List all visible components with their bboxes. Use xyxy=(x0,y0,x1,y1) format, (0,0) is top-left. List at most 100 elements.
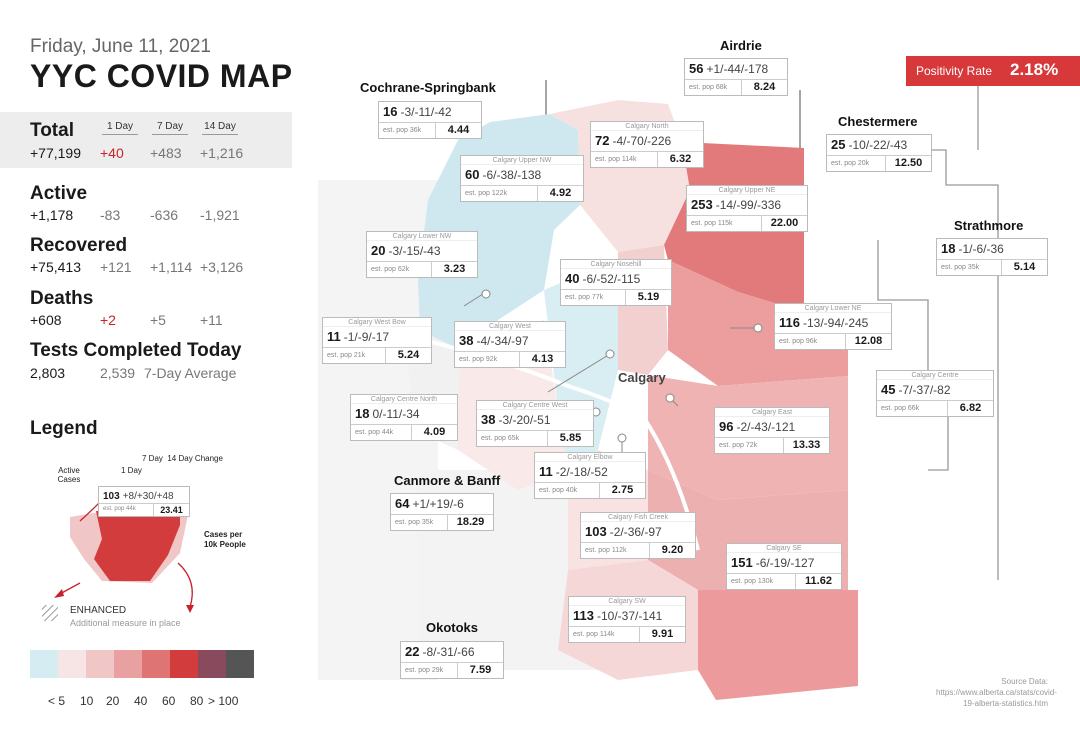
scale-swatch xyxy=(58,650,86,678)
active-7day: -636 xyxy=(150,207,179,223)
legend-title: Legend xyxy=(30,418,98,439)
district-change: -3/-15/-43 xyxy=(388,244,441,258)
legend-sample-n: 103 xyxy=(103,491,120,502)
district-rate: 2.75 xyxy=(599,483,645,498)
district-change: -2/-43/-121 xyxy=(736,420,796,434)
district-population: est. pop 72k xyxy=(719,442,758,449)
district-box-lowernw: Calgary Lower NW 20 -3/-15/-43 est. pop 62k… xyxy=(366,231,478,278)
scale-swatch xyxy=(142,650,170,678)
legend-enhanced: ENHANCED xyxy=(70,605,127,616)
scale-label: > 100 xyxy=(208,694,239,708)
col-14day: 14 Day xyxy=(202,121,238,135)
district-box-se: Calgary SE 151 -6/-19/-127 est. pop 130k 11.… xyxy=(726,543,842,590)
district-caption: Calgary Upper NE xyxy=(687,186,807,195)
total-7day: +483 xyxy=(150,145,182,161)
area-lower-ne xyxy=(668,260,848,386)
district-caption: Calgary West Bow xyxy=(323,318,431,327)
district-change: -6/-52/-115 xyxy=(582,272,641,286)
district-change: -3/-11/-42 xyxy=(400,105,452,119)
scale-label: 80 xyxy=(190,694,204,708)
district-caption: Calgary Lower NE xyxy=(775,304,891,313)
district-active-cases: 96 xyxy=(719,419,734,434)
district-population: est. pop 68k xyxy=(689,84,728,91)
scale-swatch xyxy=(170,650,198,678)
legend-active-cases: Active Cases xyxy=(57,466,81,484)
district-caption: Calgary North xyxy=(591,122,703,131)
active-1day: -83 xyxy=(100,207,121,223)
total-background xyxy=(0,112,292,168)
recovered-label: Recovered xyxy=(30,235,128,256)
district-rate: 18.29 xyxy=(447,515,493,530)
district-rate: 12.50 xyxy=(885,156,931,171)
district-population: est. pop 115k xyxy=(691,220,733,227)
district-population: est. pop 96k xyxy=(779,338,818,345)
district-change: -13/-94/-245 xyxy=(802,316,869,330)
district-caption: Calgary Centre xyxy=(877,371,993,380)
recovered-1day: +121 xyxy=(100,259,132,275)
district-box-okotoks: 22 -8/-31/-66 est. pop 29k 7.59 xyxy=(400,641,504,679)
tests-label: Tests Completed Today xyxy=(30,340,242,361)
district-active-cases: 103 xyxy=(585,524,607,539)
date-label: Friday, June 11, 2021 xyxy=(30,36,211,57)
region-cochrane: Cochrane-Springbank xyxy=(360,80,496,95)
total-1day: +40 xyxy=(100,145,124,161)
legend-enhanced-sub: Additional measure in place xyxy=(70,618,181,628)
district-active-cases: 22 xyxy=(405,644,420,659)
district-caption: Calgary SE xyxy=(727,544,841,553)
calgary-label: Calgary xyxy=(618,370,666,385)
district-change: -2/-18/-52 xyxy=(555,465,608,479)
district-box-north: Calgary North 72 -4/-70/-226 est. pop 114k 6… xyxy=(590,121,704,168)
positivity-value: 2.18% xyxy=(1010,60,1059,79)
district-population: est. pop 44k xyxy=(355,429,394,436)
district-rate: 9.91 xyxy=(639,627,685,642)
source-label: Source Data: xyxy=(1001,677,1048,686)
district-box-sw: Calgary SW 113 -10/-37/-141 est. pop 114k 9.… xyxy=(568,596,686,643)
district-active-cases: 40 xyxy=(565,271,580,286)
district-change: -1/-6/-36 xyxy=(958,242,1004,256)
district-change: -3/-20/-51 xyxy=(498,413,551,427)
legend-sample-pop: est. pop 44k xyxy=(103,506,136,512)
page-title: YYC COVID MAP xyxy=(30,58,293,94)
district-caption: Calgary Nosehill xyxy=(561,260,671,269)
recovered-value: +75,413 xyxy=(30,259,81,275)
district-active-cases: 45 xyxy=(881,382,896,397)
district-box-centrenorth: Calgary Centre North 18 0/-11/-34 est. pop … xyxy=(350,394,458,441)
region-canmore: Canmore & Banff xyxy=(394,473,501,488)
tests-avg-label: 7-Day Average xyxy=(144,365,237,381)
district-active-cases: 113 xyxy=(573,608,594,623)
district-box-cochrane: 16 -3/-11/-42 est. pop 36k 4.44 xyxy=(378,101,482,139)
positivity-rate-badge: Positivity Rate 2.18% xyxy=(906,56,1080,86)
district-rate: 13.33 xyxy=(783,438,829,453)
district-caption: Calgary SW xyxy=(569,597,685,606)
area-se xyxy=(698,590,858,700)
district-population: est. pop 21k xyxy=(327,352,366,359)
district-active-cases: 56 xyxy=(689,61,704,76)
marker-west xyxy=(605,349,615,359)
scale-label: 60 xyxy=(162,694,176,708)
district-box-westbow: Calgary West Bow 11 -1/-9/-17 est. pop 21k 5… xyxy=(322,317,432,364)
district-population: est. pop 112k xyxy=(585,547,627,554)
district-rate: 11.62 xyxy=(795,574,841,589)
district-active-cases: 38 xyxy=(459,333,474,348)
district-active-cases: 18 xyxy=(355,406,370,421)
deaths-value: +608 xyxy=(30,312,62,328)
district-box-upperne: Calgary Upper NE 253 -14/-99/-336 est. pop … xyxy=(686,185,808,232)
district-active-cases: 72 xyxy=(595,133,610,148)
district-box-chestermere: 25 -10/-22/-43 est. pop 20k 12.50 xyxy=(826,134,932,172)
source-url: https://www.alberta.ca/stats/covid-19-al… xyxy=(936,688,1057,708)
district-population: est. pop 35k xyxy=(395,519,434,526)
region-chestermere: Chestermere xyxy=(838,114,918,129)
active-14day: -1,921 xyxy=(200,207,240,223)
district-box-west: Calgary West 38 -4/-34/-97 est. pop 92k 4.13 xyxy=(454,321,566,368)
scale-label: 10 xyxy=(80,694,94,708)
total-value: +77,199 xyxy=(30,145,81,161)
district-change: -10/-22/-43 xyxy=(848,138,908,152)
district-active-cases: 18 xyxy=(941,241,956,256)
scale-swatch xyxy=(226,650,254,678)
district-active-cases: 11 xyxy=(539,464,553,479)
district-population: est. pop 20k xyxy=(831,160,870,167)
district-active-cases: 64 xyxy=(395,496,410,511)
district-rate: 4.09 xyxy=(411,425,457,440)
region-airdrie: Airdrie xyxy=(720,38,762,53)
district-rate: 5.19 xyxy=(625,290,671,305)
